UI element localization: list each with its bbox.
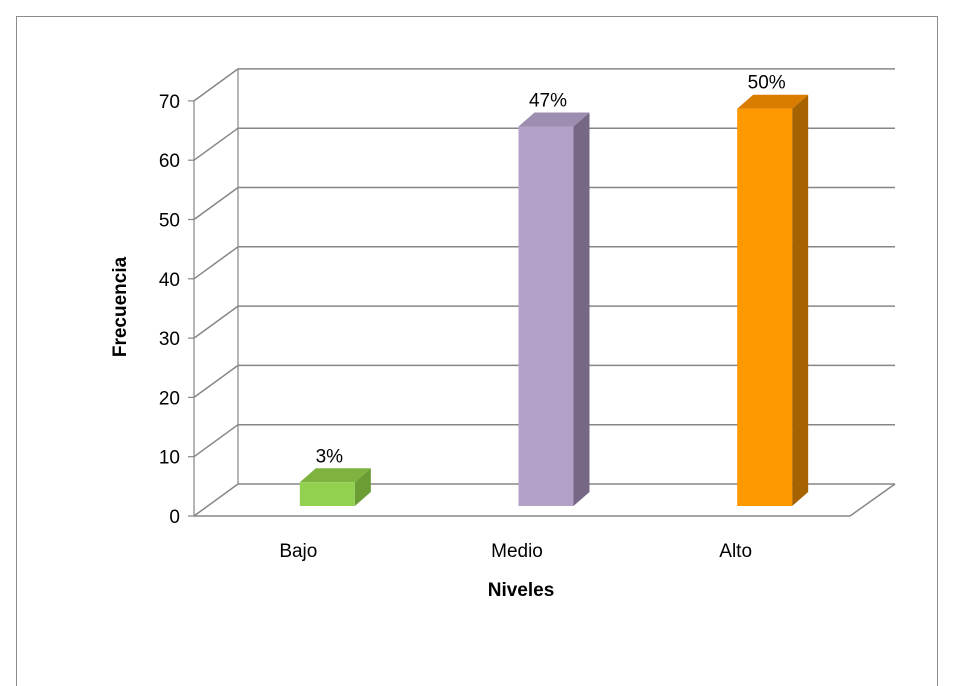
data-label: 47% <box>529 90 567 111</box>
y-tick-label: 70 <box>159 92 180 113</box>
x-tick-label: Bajo <box>279 541 317 562</box>
bar-medio <box>518 112 590 506</box>
data-label: 50% <box>748 73 786 94</box>
y-tick-label: 60 <box>159 151 180 172</box>
x-tick-label: Medio <box>491 541 543 562</box>
gridline-diagonal <box>193 246 239 280</box>
gridline-diagonal <box>193 424 239 458</box>
gridline-diagonal <box>193 305 239 339</box>
labels: 0 10 20 30 40 50 60 70 3% Bajo 47% Medio 50% Alto <box>159 73 786 562</box>
gridline-diagonal <box>193 68 239 102</box>
y-tick-label: 30 <box>159 329 180 350</box>
bar-side <box>354 468 371 506</box>
bars <box>299 94 809 506</box>
bar-side <box>573 112 590 506</box>
gridline-diagonal <box>193 364 239 399</box>
y-tick-label: 50 <box>159 211 180 232</box>
bar-alto <box>737 94 809 506</box>
bar-top <box>518 112 590 127</box>
y-axis-title: Frecuencia <box>110 256 131 357</box>
bar-bajo <box>299 468 371 506</box>
y-tick-label: 0 <box>169 507 180 528</box>
x-axis-title: Niveles <box>488 580 555 601</box>
bar-front <box>737 108 793 506</box>
gridline-diagonal <box>193 483 239 517</box>
floor-right-edge <box>849 483 896 517</box>
bar-front <box>299 482 355 506</box>
y-tick-label: 10 <box>159 448 180 469</box>
bar-side <box>792 94 809 506</box>
gridline-diagonal <box>193 127 239 161</box>
y-tick-label: 20 <box>159 388 180 409</box>
gridline-diagonal <box>193 186 239 221</box>
y-tick-label: 40 <box>159 270 180 291</box>
x-tick-label: Alto <box>719 541 752 562</box>
bar-top <box>299 468 371 483</box>
data-label: 3% <box>316 446 344 467</box>
bar-top <box>737 94 809 109</box>
bar-front <box>518 126 574 506</box>
